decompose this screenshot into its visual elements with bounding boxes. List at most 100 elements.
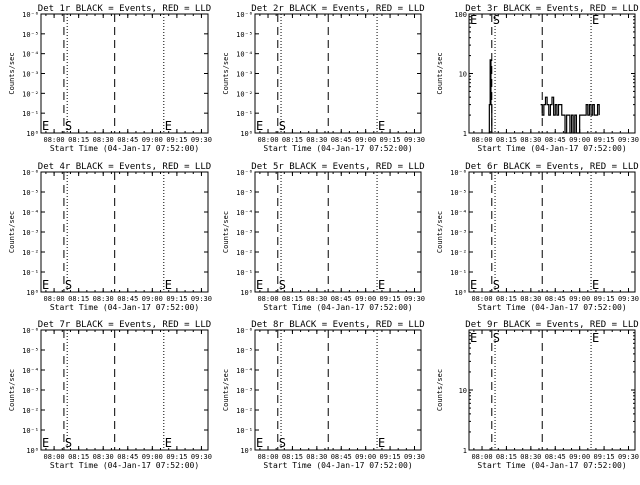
marker-label: E bbox=[592, 331, 599, 345]
x-axis-label: Start Time (04-Jan-17 07:52:00) bbox=[477, 303, 626, 312]
marker-label: E bbox=[42, 278, 49, 292]
plot-frame bbox=[254, 171, 422, 293]
x-tick-label: 08:45 bbox=[117, 136, 138, 144]
x-tick-label: 09:30 bbox=[191, 136, 212, 144]
x-axis-label: Start Time (04-Jan-17 07:52:00) bbox=[50, 303, 199, 312]
y-tick-label: 10⁻⁶ bbox=[236, 169, 253, 177]
y-tick-label: 10⁻⁶ bbox=[236, 327, 253, 335]
chart-title: Det 5r BLACK = Events, RED = LLD bbox=[251, 162, 424, 172]
x-tick-label: 08:00 bbox=[257, 136, 278, 144]
chart-title: Det 3r BLACK = Events, RED = LLD bbox=[465, 4, 638, 14]
plot-frame bbox=[254, 13, 422, 134]
x-axis-label: Start Time (04-Jan-17 07:52:00) bbox=[263, 303, 412, 312]
chart-title: Det 6r BLACK = Events, RED = LLD bbox=[465, 162, 638, 172]
x-tick-label: 08:30 bbox=[520, 136, 541, 144]
x-tick-label: 09:15 bbox=[380, 136, 401, 144]
y-tick-label: 10⁻⁶ bbox=[450, 169, 467, 177]
x-tick-label: 09:15 bbox=[166, 295, 187, 303]
x-tick-label: 09:15 bbox=[380, 295, 401, 303]
x-tick-label: 09:15 bbox=[594, 295, 615, 303]
chart-panel-3: Det 3r BLACK = Events, RED = LLD 08:00 08:… bbox=[436, 4, 639, 153]
x-tick-label: 09:30 bbox=[404, 295, 425, 303]
y-tick-label: 10⁻⁵ bbox=[450, 189, 467, 197]
y-axis-label: Counts/sec bbox=[436, 369, 444, 411]
x-tick-label: 09:15 bbox=[166, 136, 187, 144]
y-tick-label: 10⁻³ bbox=[236, 229, 253, 237]
y-tick-label: 10⁻¹ bbox=[236, 269, 253, 277]
marker-label: E bbox=[42, 436, 49, 450]
marker-label: E bbox=[165, 119, 172, 133]
y-axis-label: Counts/sec bbox=[436, 211, 444, 253]
x-tick-label: 08:00 bbox=[44, 136, 65, 144]
y-tick-label: 10⁰ bbox=[26, 289, 39, 297]
y-tick-label: 10⁰ bbox=[454, 289, 467, 297]
y-tick-label: 10⁻⁵ bbox=[236, 31, 253, 39]
y-tick-label: 10⁻² bbox=[236, 407, 253, 415]
marker-label: E bbox=[378, 278, 385, 292]
x-tick-label: 08:15 bbox=[282, 453, 303, 461]
x-tick-label: 09:15 bbox=[166, 453, 187, 461]
y-axis-label: Counts/sec bbox=[8, 369, 16, 411]
marker-label: S bbox=[279, 436, 286, 450]
chart-panel-9: Det 9r BLACK = Events, RED = LLD 08:00 08:… bbox=[436, 320, 639, 470]
x-axis-label: Start Time (04-Jan-17 07:52:00) bbox=[263, 144, 412, 153]
plot-frame bbox=[468, 171, 636, 293]
x-tick-label: 08:00 bbox=[44, 295, 65, 303]
x-tick-label: 09:15 bbox=[594, 453, 615, 461]
y-tick-label: 10⁻³ bbox=[236, 71, 253, 79]
y-tick-label: 10⁰ bbox=[240, 289, 253, 297]
y-tick-label: 10⁻¹ bbox=[450, 269, 467, 277]
y-tick-label: 10⁻⁶ bbox=[22, 11, 39, 19]
marker-label: E bbox=[42, 119, 49, 133]
x-tick-label: 09:30 bbox=[618, 453, 639, 461]
x-tick-label: 08:15 bbox=[496, 295, 517, 303]
chart-panel-6: Det 6r BLACK = Events, RED = LLD 08:00 08:… bbox=[436, 162, 639, 312]
x-axis-label: Start Time (04-Jan-17 07:52:00) bbox=[263, 461, 412, 470]
marker-label: E bbox=[165, 436, 172, 450]
x-tick-label: 08:45 bbox=[545, 295, 566, 303]
y-tick-label: 10⁻² bbox=[22, 90, 39, 98]
marker-label: S bbox=[279, 119, 286, 133]
marker-label: S bbox=[65, 436, 72, 450]
y-tick-label: 10 bbox=[459, 387, 467, 395]
x-tick-label: 09:00 bbox=[142, 295, 163, 303]
y-tick-label: 10⁻¹ bbox=[22, 110, 39, 118]
y-axis-label: Counts/sec bbox=[436, 52, 444, 94]
x-tick-label: 08:30 bbox=[93, 295, 114, 303]
marker-label: E bbox=[470, 13, 477, 27]
plot-frame bbox=[40, 329, 209, 451]
chart-title: Det 1r BLACK = Events, RED = LLD bbox=[38, 4, 211, 14]
y-tick-label: 10⁰ bbox=[240, 130, 253, 138]
x-tick-label: 09:30 bbox=[404, 136, 425, 144]
y-axis-label: Counts/sec bbox=[8, 211, 16, 253]
y-tick-label: 10⁻⁴ bbox=[22, 51, 39, 59]
y-tick-label: 10⁻⁵ bbox=[236, 189, 253, 197]
x-tick-label: 08:00 bbox=[257, 453, 278, 461]
y-tick-label: 10⁻³ bbox=[22, 387, 39, 395]
series-line bbox=[488, 59, 493, 134]
plot-frame bbox=[40, 171, 209, 293]
x-tick-label: 08:15 bbox=[68, 453, 89, 461]
x-tick-label: 08:15 bbox=[68, 295, 89, 303]
y-tick-label: 100 bbox=[454, 11, 467, 19]
x-tick-label: 08:45 bbox=[331, 295, 352, 303]
y-tick-label: 10⁻² bbox=[236, 249, 253, 257]
x-tick-label: 08:45 bbox=[117, 453, 138, 461]
y-tick-label: 10⁻⁴ bbox=[236, 51, 253, 59]
y-tick-label: 10⁻⁶ bbox=[22, 169, 39, 177]
x-tick-label: 09:00 bbox=[355, 453, 376, 461]
y-tick-label: 10 bbox=[459, 71, 467, 79]
x-tick-label: 09:30 bbox=[404, 453, 425, 461]
chart-panel-2: Det 2r BLACK = Events, RED = LLD 08:00 08:… bbox=[222, 4, 425, 153]
marker-label: S bbox=[493, 331, 500, 345]
chart-title: Det 7r BLACK = Events, RED = LLD bbox=[38, 320, 211, 330]
y-tick-label: 10⁻³ bbox=[450, 229, 467, 237]
x-tick-label: 08:30 bbox=[520, 453, 541, 461]
y-tick-label: 10⁻⁴ bbox=[450, 209, 467, 217]
plot-frame bbox=[468, 13, 636, 134]
x-tick-label: 09:00 bbox=[569, 295, 590, 303]
series-line bbox=[540, 96, 600, 134]
y-tick-label: 1 bbox=[463, 130, 467, 138]
